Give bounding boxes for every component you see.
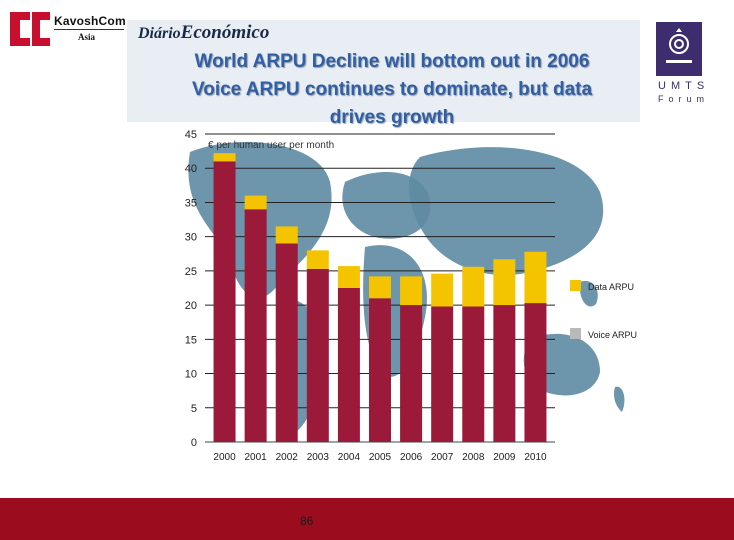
y-tick-label-0: 0: [191, 437, 197, 449]
y-axis-label: € per human user per month: [208, 140, 334, 151]
y-tick-label-30: 30: [185, 232, 197, 244]
diario-main: Económico: [180, 22, 270, 43]
map-landmass-3: [342, 172, 431, 239]
legend-swatch-data: [570, 280, 581, 291]
umts-word: UMTS: [658, 80, 710, 92]
x-tick-label-2006: 2006: [400, 452, 423, 463]
y-tick-label-10: 10: [185, 369, 197, 381]
map-landmass-5: [409, 147, 604, 276]
x-tick-label-2008: 2008: [462, 452, 485, 463]
kavoshcom-mark-icon: [10, 12, 50, 46]
kavoshcom-divider: [54, 29, 124, 30]
bar-data-2007: [431, 273, 454, 307]
bar-voice-2005: [369, 298, 391, 442]
umts-sub: Forum: [658, 94, 710, 104]
title-line-1: World ARPU Decline will bottom out in 20…: [194, 51, 590, 72]
kavoshcom-logo: KavoshCom Asia: [8, 8, 126, 52]
bar-voice-2004: [337, 288, 360, 442]
diario-prefix: Diário: [138, 25, 181, 42]
map-landmass-7: [579, 280, 598, 307]
footer-band: [0, 498, 734, 540]
legend-label-voice: Voice ARPU: [588, 330, 637, 340]
legend-swatch-voice: [570, 328, 581, 339]
bar-data-2001: [244, 195, 267, 210]
x-tick-label-2004: 2004: [338, 452, 361, 463]
title-line-3: drives growth: [329, 107, 455, 128]
arpu-chart: 0 5 10 15 20 25 30 35 40 45 € per human user per m…: [185, 129, 637, 463]
y-tick-label-20: 20: [185, 300, 197, 312]
map-landmass-8: [613, 386, 625, 412]
bar-data-2003: [306, 250, 329, 269]
chart-axes: 0 5 10 15 20 25 30 35 40 45 € per human user per m…: [185, 129, 555, 463]
umts-forum-logo: UMTS Forum: [656, 22, 704, 106]
y-tick-label-25: 25: [185, 266, 197, 278]
bar-voice-2007: [431, 306, 454, 442]
bar-voice-2001: [244, 209, 267, 442]
bar-voice-2003: [306, 268, 329, 442]
bar-data-2002: [275, 226, 298, 244]
diario-economico-logo: DiárioEconómico: [138, 22, 269, 44]
x-tick-label-2003: 2003: [307, 452, 330, 463]
y-tick-label-35: 35: [185, 197, 197, 209]
chart-bars: [213, 153, 547, 442]
kavoshcom-name: KavoshCom: [54, 14, 126, 28]
title-band: [127, 20, 640, 122]
bar-data-2009: [493, 259, 516, 306]
x-tick-label-2000: 2000: [213, 452, 236, 463]
y-tick-label-5: 5: [191, 403, 197, 415]
y-tick-label-40: 40: [185, 163, 197, 175]
legend-label-data: Data ARPU: [588, 282, 634, 292]
bar-voice-2008: [462, 306, 485, 442]
title-line-2: Voice ARPU continues to dominate, but da…: [191, 79, 593, 100]
bar-voice-2010: [524, 303, 547, 442]
slide-title: World ARPU Decline will bottom out in 20…: [147, 48, 637, 132]
y-tick-label-45: 45: [185, 129, 197, 141]
umts-box: [656, 22, 702, 76]
bar-voice-2000: [213, 161, 236, 442]
bar-data-2008: [462, 266, 485, 307]
x-tick-label-2010: 2010: [524, 452, 547, 463]
page-number: 86: [300, 514, 314, 528]
umts-spiral-icon: [666, 28, 692, 63]
bar-data-2004: [337, 266, 360, 288]
chart-legend: Data ARPU Voice ARPU: [570, 280, 637, 340]
x-tick-label-2005: 2005: [369, 452, 392, 463]
bar-data-2005: [369, 276, 391, 299]
bar-voice-2002: [275, 243, 298, 442]
y-tick-label-15: 15: [185, 334, 197, 346]
bar-data-2000: [213, 153, 236, 162]
x-tick-label-2001: 2001: [245, 452, 268, 463]
x-tick-label-2002: 2002: [276, 452, 299, 463]
bar-voice-2009: [493, 305, 516, 442]
bar-voice-2006: [400, 305, 423, 442]
x-tick-label-2007: 2007: [431, 452, 454, 463]
kavoshcom-sub: Asia: [78, 32, 96, 42]
bar-data-2006: [400, 276, 423, 306]
bar-data-2010: [524, 251, 547, 304]
x-tick-label-2009: 2009: [493, 452, 516, 463]
